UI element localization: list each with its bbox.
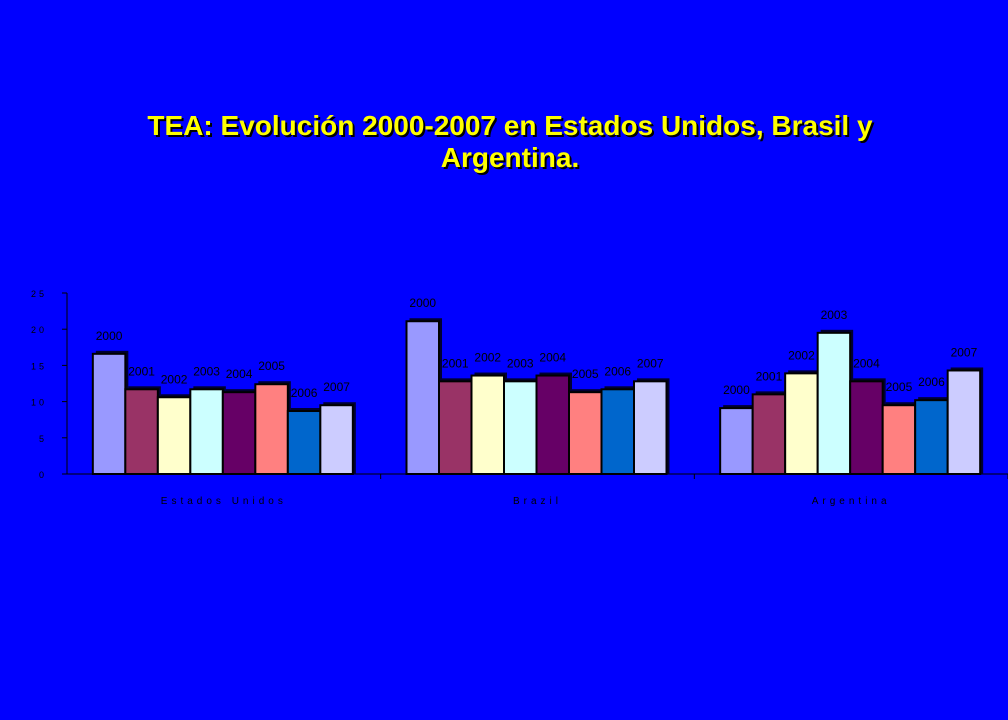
data-label: 2000: [723, 383, 750, 397]
data-label: 2007: [637, 356, 664, 370]
y-tick-label: 0: [39, 470, 47, 480]
data-label: 2001: [442, 356, 469, 370]
bar: [470, 374, 505, 476]
data-label: 2004: [226, 367, 253, 381]
data-label: 2005: [886, 380, 913, 394]
bar: [568, 391, 603, 475]
y-tick-label: 20: [31, 325, 47, 335]
x-category-label: Estados Unidos: [161, 496, 287, 507]
bar: [600, 388, 635, 475]
chart-title-line-1: TEA: Evolución 2000-2007 en Estados Unid…: [147, 110, 873, 141]
y-tick-label: 5: [39, 434, 47, 444]
bar: [91, 352, 127, 476]
data-label: 2004: [539, 351, 566, 365]
y-tick-label: 15: [31, 361, 47, 371]
data-label: 2000: [96, 329, 123, 343]
bar: [438, 380, 473, 475]
data-label: 2003: [193, 364, 220, 378]
bar: [254, 383, 289, 475]
bar: [189, 388, 224, 475]
data-label: 2000: [409, 296, 436, 310]
x-category-label: Argentina: [812, 496, 891, 507]
bar: [914, 399, 949, 476]
bar: [503, 380, 538, 475]
data-label: 2001: [756, 369, 783, 383]
bar: [156, 396, 192, 476]
bar: [719, 407, 754, 475]
data-label: 2006: [918, 375, 945, 389]
y-tick-label: 10: [31, 398, 47, 408]
bar: [633, 380, 668, 475]
y-tick-label: 25: [31, 289, 47, 299]
bar: [221, 391, 257, 475]
data-label: 2004: [853, 356, 880, 370]
x-category-label: Brazil: [513, 496, 562, 507]
data-label: 2002: [788, 348, 815, 362]
data-label: 2006: [291, 386, 318, 400]
data-label: 2007: [951, 345, 978, 359]
bar: [784, 372, 819, 476]
bar: [849, 380, 884, 475]
data-label: 2003: [507, 356, 534, 370]
data-label: 2007: [323, 380, 350, 394]
data-label: 2003: [821, 308, 848, 322]
data-label: 2001: [128, 364, 155, 378]
data-label: 2006: [604, 364, 631, 378]
data-label: 2002: [161, 372, 188, 386]
chart-title: TEA: Evolución 2000-2007 en Estados Unid…: [70, 110, 950, 174]
bar: [816, 331, 852, 475]
bar: [535, 374, 570, 476]
bar: [751, 393, 787, 475]
data-label: 2002: [474, 351, 501, 365]
bar: [286, 410, 322, 475]
bar: [881, 404, 917, 475]
data-label: 2005: [258, 359, 285, 373]
bar: [319, 404, 354, 475]
chart-title-line-2: Argentina.: [440, 142, 580, 173]
bar: [405, 320, 440, 475]
bar: [946, 369, 982, 475]
bar: [124, 388, 159, 475]
data-label: 2005: [572, 367, 599, 381]
